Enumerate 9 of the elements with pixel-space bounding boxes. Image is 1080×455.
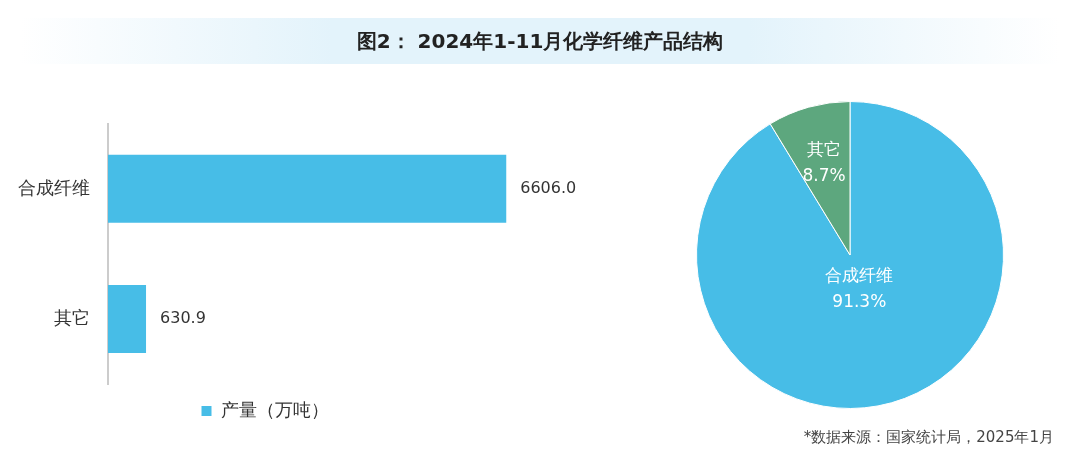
data-label: 8.7% [802,165,846,186]
chart-title: 图2： 2024年1-11月化学纤维产品结构 [20,18,1060,64]
slice-label: 合成纤维 [825,264,894,285]
data-label: 630.9 [160,308,206,328]
slice-label: 其它 [807,139,842,160]
data-label: 91.3% [832,290,887,311]
text: *数据来源：国家统计局，2025年1月 [803,428,1054,447]
data-label: 6606.0 [520,178,577,198]
legend-label: 产量（万吨） [220,398,329,420]
